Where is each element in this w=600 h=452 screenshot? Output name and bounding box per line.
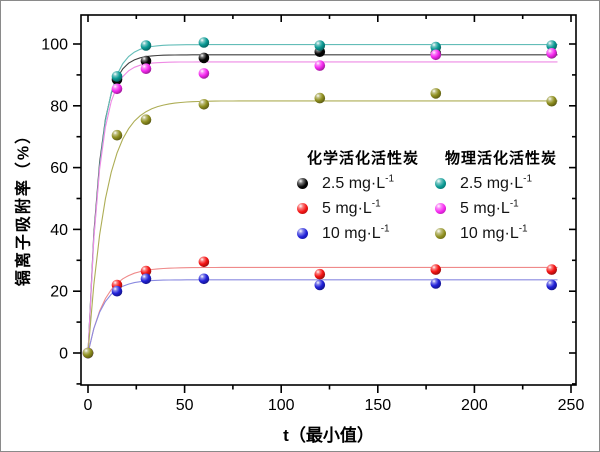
data-point	[430, 49, 442, 61]
data-point	[82, 347, 94, 359]
fit-curve-1	[87, 266, 558, 354]
data-point	[314, 279, 326, 291]
fit-curve-2	[87, 279, 558, 354]
y-tick-label: 80	[50, 98, 68, 115]
legend-label: 2.5 mg·L-1	[460, 173, 533, 192]
legend-item: 10 mg·L-1	[435, 221, 557, 246]
legend-item: 5 mg·L-1	[435, 196, 557, 221]
legend-label: 10 mg·L-1	[322, 223, 390, 242]
data-point	[546, 279, 557, 291]
x-tick-label: 150	[364, 397, 391, 414]
data-point	[198, 68, 210, 79]
data-point	[314, 40, 326, 51]
legend-label: 10 mg·L-1	[460, 223, 528, 242]
y-tick-label: 60	[50, 160, 68, 177]
plot-frame	[80, 14, 577, 386]
data-point	[198, 273, 210, 285]
data-point	[430, 41, 442, 53]
legend-items-physical: 2.5 mg·L-1 5 mg·L-1 10 mg·L-1	[435, 171, 557, 246]
y-tick-label: 0	[59, 346, 68, 363]
data-point	[111, 83, 123, 95]
y-tick-label: 100	[41, 37, 68, 54]
data-point	[140, 265, 152, 277]
legend-group-chemical: 化学活化活性炭 2.5 mg·L-1 5 mg·L-1 10 mg·L-1	[297, 147, 419, 246]
data-point	[111, 71, 123, 82]
legend-marker-icon	[435, 203, 447, 214]
legend-items-chemical: 2.5 mg·L-1 5 mg·L-1 10 mg·L-1	[297, 171, 419, 246]
data-point	[198, 37, 210, 48]
legend-label: 5 mg·L-1	[460, 198, 519, 217]
x-tick-label: 50	[176, 397, 194, 414]
data-point	[111, 129, 123, 141]
legend-label: 2.5 mg·L-1	[322, 173, 395, 192]
data-point	[546, 40, 557, 51]
legend-group-physical: 物理活化活性炭 2.5 mg·L-1 5 mg·L-1 10 mg·L-1	[435, 147, 557, 246]
legend-item: 2.5 mg·L-1	[297, 171, 419, 196]
x-tick-label: 200	[461, 397, 488, 414]
data-point	[546, 264, 557, 275]
legend-item: 5 mg·L-1	[297, 196, 419, 221]
y-tick-label: 40	[50, 222, 68, 239]
x-tick-label: 100	[268, 397, 295, 414]
data-point	[140, 55, 152, 67]
legend: 化学活化活性炭 2.5 mg·L-1 5 mg·L-1 10 mg·L-1 物理活化…	[297, 147, 557, 246]
legend-marker-icon	[297, 228, 308, 239]
data-point	[314, 268, 326, 280]
y-axis-label: 镉离子吸附率（%）	[15, 125, 33, 287]
data-point	[430, 278, 442, 289]
data-point	[430, 264, 442, 275]
legend-label: 5 mg·L-1	[322, 198, 381, 217]
data-point	[198, 256, 210, 268]
x-axis-label: t（最小值）	[283, 426, 374, 445]
legend-marker-icon	[435, 178, 447, 189]
data-point	[314, 60, 326, 71]
legend-title-chemical: 化学活化活性炭	[307, 150, 420, 167]
data-point	[314, 92, 326, 104]
data-point	[198, 99, 210, 110]
legend-marker-icon	[297, 203, 308, 214]
legend-item: 2.5 mg·L-1	[435, 171, 557, 196]
x-tick-label: 250	[558, 397, 585, 414]
data-point	[546, 48, 557, 59]
data-point	[430, 88, 442, 99]
x-tick-label: 0	[84, 397, 93, 414]
legend-title-physical: 物理活化活性炭	[445, 150, 558, 167]
y-tick-label: 20	[50, 284, 68, 301]
legend-marker-icon	[297, 178, 308, 189]
data-point	[140, 114, 152, 125]
data-point	[140, 40, 152, 51]
legend-marker-icon	[435, 228, 447, 239]
data-point	[198, 52, 210, 64]
data-point	[140, 63, 152, 74]
data-point	[140, 273, 152, 285]
legend-item: 10 mg·L-1	[297, 221, 419, 246]
data-point	[111, 285, 123, 297]
data-point	[546, 95, 557, 107]
